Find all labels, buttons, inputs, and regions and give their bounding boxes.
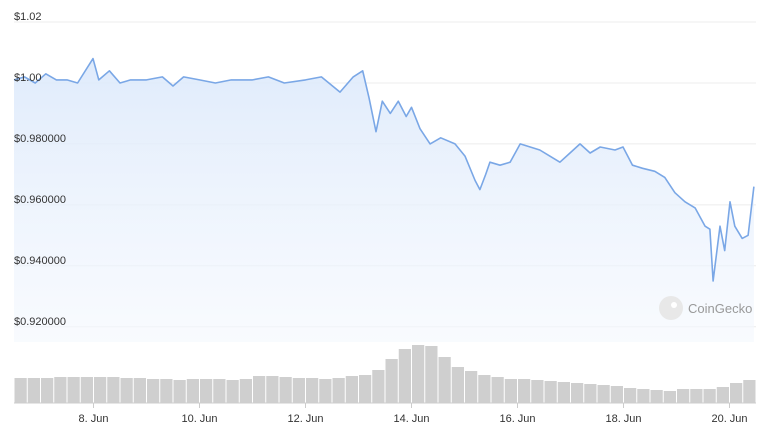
- volume-bar: [292, 378, 305, 403]
- y-tick-label: $0.980000: [14, 133, 66, 145]
- volume-bar: [147, 379, 160, 403]
- volume-bar: [451, 367, 464, 403]
- volume-bar: [160, 379, 173, 403]
- watermark-logo: [659, 296, 683, 320]
- x-tick-label: 16. Jun: [499, 413, 535, 425]
- volume-bar: [14, 378, 27, 403]
- watermark: CoinGecko: [659, 296, 752, 320]
- volume-bar: [465, 371, 478, 403]
- volume-bar: [491, 377, 504, 403]
- volume-bar: [716, 387, 729, 403]
- watermark-text: CoinGecko: [688, 301, 752, 316]
- volume-bar: [438, 357, 451, 403]
- volume-bar: [478, 375, 491, 403]
- volume-bar: [266, 376, 279, 403]
- volume-bar: [730, 383, 743, 403]
- volume-bar: [677, 389, 690, 403]
- volume-bar: [557, 382, 570, 403]
- volume-bar: [306, 378, 319, 403]
- volume-bar: [372, 370, 385, 403]
- y-tick-label: $1.02: [14, 11, 42, 23]
- volume-bar: [650, 390, 663, 403]
- volume-bar: [345, 376, 358, 403]
- volume-bar: [200, 379, 213, 403]
- volume-bar: [597, 385, 610, 403]
- volume-bar: [279, 377, 292, 403]
- volume-bar: [412, 345, 425, 403]
- price-line: [13, 57, 755, 282]
- volume-bar: [610, 386, 623, 403]
- y-tick-label: $1.00: [14, 72, 42, 84]
- y-tick-label: $0.960000: [14, 194, 66, 206]
- volume-bar: [703, 389, 716, 403]
- volume-bar: [253, 376, 266, 403]
- volume-bar: [359, 375, 372, 403]
- volume-bar: [239, 379, 252, 403]
- volume-bar: [518, 379, 531, 403]
- volume-bar: [226, 380, 239, 403]
- volume-bar: [54, 377, 67, 403]
- area: [14, 58, 754, 342]
- volume-bar: [80, 377, 93, 403]
- volume-bar: [571, 383, 584, 403]
- volume-bar: [743, 380, 756, 403]
- volume-bar: [120, 378, 133, 403]
- volume-bar: [385, 359, 398, 403]
- volume-bar: [690, 389, 703, 403]
- volume-bar: [41, 378, 54, 403]
- x-tick-label: 14. Jun: [393, 413, 429, 425]
- volume-bar: [133, 378, 146, 403]
- volume-bar: [544, 381, 557, 403]
- x-tick-label: 10. Jun: [181, 413, 217, 425]
- volume-bar: [531, 380, 544, 403]
- volume-bar: [398, 349, 411, 403]
- volume-bar: [27, 378, 40, 403]
- volume-bar: [425, 346, 438, 403]
- volume-bar: [67, 377, 80, 403]
- volume-bar: [94, 377, 107, 403]
- volume-bar: [637, 389, 650, 403]
- volume-bar: [624, 388, 637, 403]
- volume-bars: [14, 345, 756, 404]
- plot: [13, 57, 755, 342]
- x-tick-label: 8. Jun: [79, 413, 109, 425]
- labels: $1.02 $1.00 $0.980000 $0.960000 $0.940000 $0.…: [14, 11, 748, 425]
- volume-bar: [173, 380, 186, 403]
- volume-bar: [332, 378, 345, 403]
- volume-bar: [186, 379, 199, 403]
- volume-bar: [584, 384, 597, 403]
- x-tick-label: 12. Jun: [287, 413, 323, 425]
- x-tick-label: 18. Jun: [605, 413, 641, 425]
- volume-bar: [213, 379, 226, 403]
- volume-bar: [107, 377, 120, 403]
- watermark-logo-eye: [671, 302, 677, 308]
- volume-bar: [319, 379, 332, 403]
- x-tick-label: 20. Jun: [711, 413, 747, 425]
- y-tick-label: $0.940000: [14, 255, 66, 267]
- y-tick-label: $0.920000: [14, 316, 66, 328]
- volume-bar: [663, 391, 676, 403]
- volume-bar: [504, 379, 517, 403]
